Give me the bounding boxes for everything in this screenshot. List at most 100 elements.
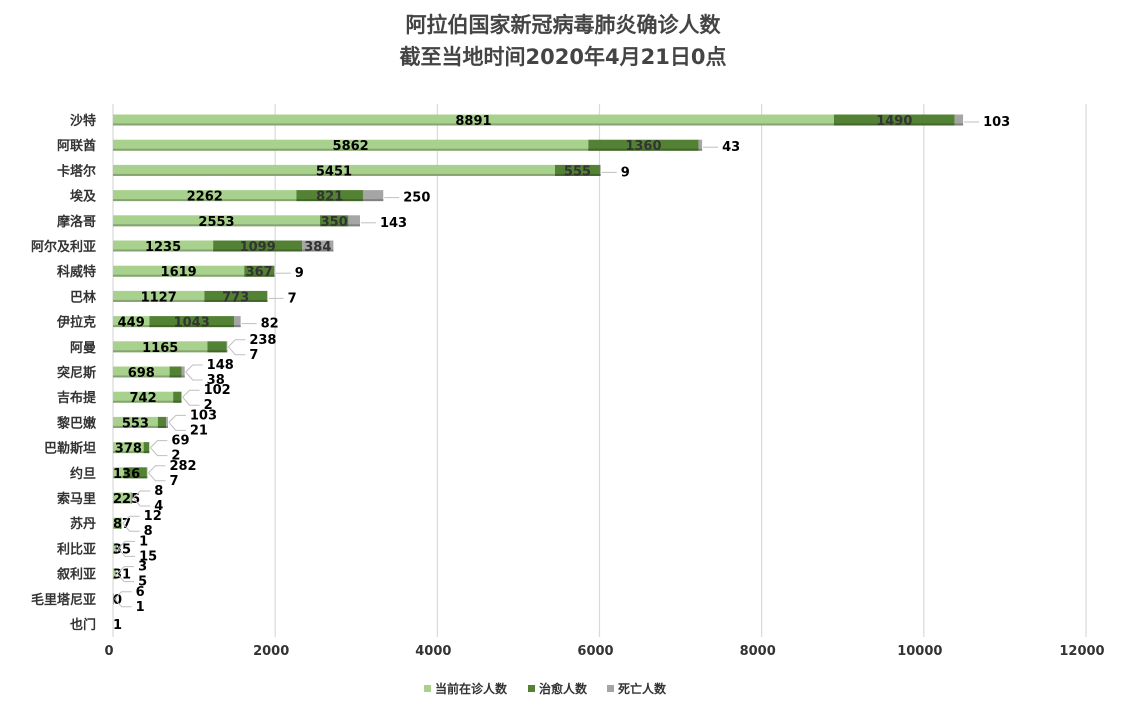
bar-segment [599, 164, 601, 176]
category-label: 沙特 [70, 113, 96, 129]
data-label: 0 [113, 593, 122, 608]
leader-line [227, 346, 246, 356]
bar-segment-shade [113, 249, 214, 252]
leader-line [185, 364, 203, 373]
bar-segment [588, 139, 699, 151]
bar-segment-shade [588, 148, 699, 151]
leader-line [227, 339, 246, 348]
bar-segment-shade [267, 299, 268, 302]
data-label: 12 [144, 509, 162, 524]
bar-segment [113, 391, 174, 403]
bar-segment [954, 114, 964, 126]
data-label: 1490 [876, 114, 912, 129]
bar-segment-shade [157, 425, 167, 428]
x-tick-label: 2000 [253, 644, 289, 659]
x-axis-tick-labels: 0 2000 4000 6000 8000 10000 12000 [104, 644, 1104, 659]
leader-line [114, 598, 132, 608]
data-label: 69 [171, 434, 189, 449]
bar-segment-shade [115, 551, 118, 554]
data-label: 2 [171, 449, 180, 464]
bar-segment-shade [833, 123, 955, 126]
bar-segment [554, 164, 600, 176]
data-label: 9 [621, 165, 630, 180]
bar-segment [121, 517, 122, 529]
bar-segment-shade [124, 476, 147, 479]
bar-segment [113, 492, 132, 504]
bar-segment [113, 517, 121, 529]
data-label: 1099 [240, 240, 276, 255]
bar-segment [213, 240, 303, 252]
data-label: 225 [113, 492, 140, 507]
bar-segment-shade [120, 526, 122, 529]
category-label: 伊拉克 [56, 315, 96, 331]
bar-segment-shade [113, 325, 150, 328]
bar-segment [157, 416, 167, 428]
category-label: 科威特 [57, 264, 96, 280]
bar-segment [181, 366, 185, 378]
bar-segment [131, 492, 132, 504]
data-label: 8891 [455, 114, 491, 129]
bar-segment [166, 416, 168, 428]
bar-segment [113, 215, 321, 227]
bar-segment [149, 316, 234, 328]
data-label: 5 [138, 575, 147, 590]
x-tick-label: 10000 [897, 644, 942, 659]
category-label: 埃及 [70, 189, 97, 205]
data-label: 8 [154, 484, 163, 499]
bar-segment [113, 366, 170, 378]
data-label: 87 [113, 517, 131, 532]
leader-line [148, 472, 166, 482]
bar-segment [113, 416, 158, 428]
data-label: 1127 [141, 290, 177, 305]
data-label: 1 [136, 600, 145, 615]
legend-swatch [424, 685, 431, 692]
bar-segment [320, 215, 349, 227]
leader-line [116, 566, 135, 574]
bar-segment [113, 290, 205, 302]
bar-segment [244, 265, 275, 277]
leader-line [122, 515, 140, 524]
bar-segment [124, 467, 147, 479]
bar-segment-shade [113, 526, 121, 529]
leader-line [117, 548, 136, 557]
data-label: 553 [122, 416, 149, 431]
data-label: 2262 [187, 190, 223, 205]
category-label: 索马里 [57, 491, 96, 507]
data-label: 5862 [333, 139, 369, 154]
bar-segment-shade [204, 299, 268, 302]
data-label: 3 [138, 560, 147, 575]
bar-segment-shade [954, 123, 964, 126]
data-label: 5451 [316, 164, 352, 179]
leader-line [182, 396, 200, 406]
data-label: 698 [128, 366, 155, 381]
data-label: 367 [246, 265, 273, 280]
bar-segment-shade [207, 350, 227, 353]
bar-segment [173, 391, 182, 403]
bars [113, 114, 964, 630]
bar-segment-shade [302, 249, 334, 252]
bar-segment [113, 240, 214, 252]
bar-segment-shade [113, 173, 555, 176]
x-tick-label: 0 [104, 644, 113, 659]
category-label: 阿联酋 [57, 138, 96, 154]
bar-segment [362, 190, 384, 202]
data-label: 103 [190, 408, 217, 423]
data-label: 43 [722, 140, 740, 155]
data-label: 103 [983, 115, 1010, 130]
data-label: 136 [113, 467, 140, 482]
data-label: 21 [190, 423, 208, 438]
data-label: 821 [316, 190, 343, 205]
bar-segment-shade [166, 425, 168, 428]
bar-segment-shade [113, 451, 144, 454]
data-label: 7 [288, 291, 297, 306]
category-label: 突尼斯 [57, 365, 96, 381]
bar-segment [113, 568, 116, 580]
bar-segment-shade [113, 148, 589, 151]
data-label: 1043 [174, 316, 210, 331]
data-label: 449 [118, 316, 145, 331]
category-label: 摩洛哥 [57, 214, 96, 230]
data-label: 35 [113, 542, 131, 557]
bar-segment [207, 341, 227, 353]
